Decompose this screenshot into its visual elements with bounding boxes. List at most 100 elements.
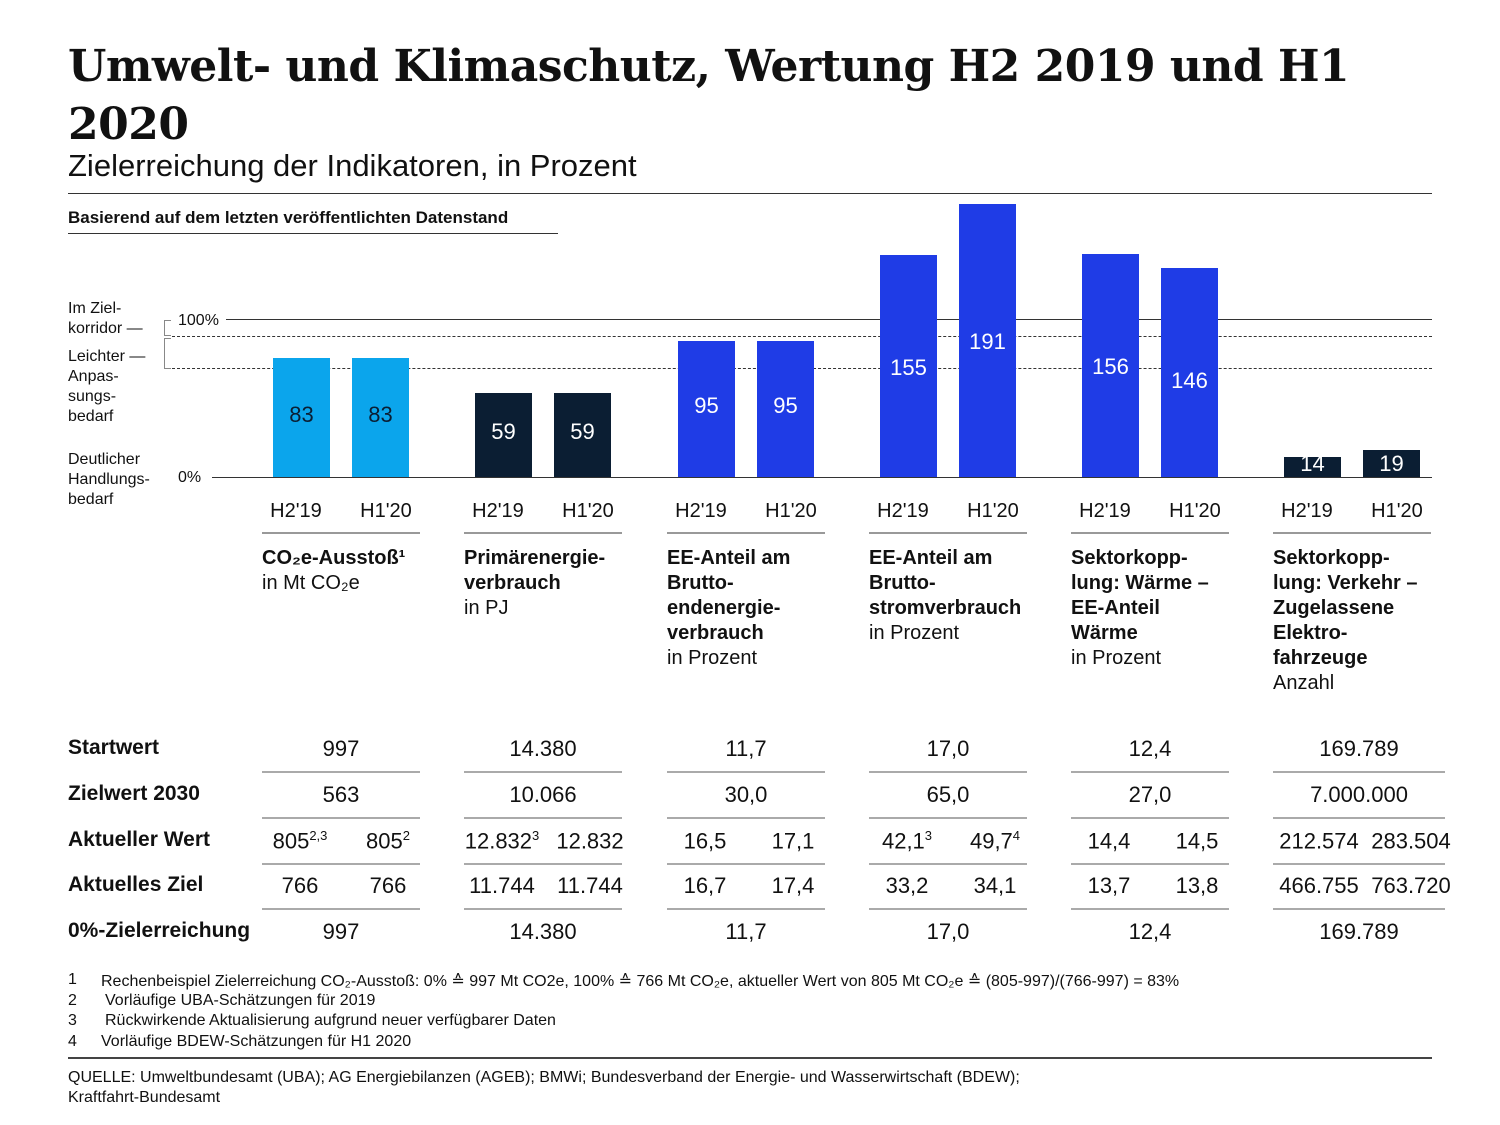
x-tick-label: H2'19 — [1079, 500, 1131, 522]
x-tick-label: H2'19 — [1281, 500, 1333, 522]
x-tick-label: H1'20 — [967, 500, 1019, 522]
basis-note: Basierend auf dem letzten veröffentlicht… — [68, 208, 558, 234]
table-cell: 13,8 — [1175, 873, 1219, 898]
row-divider — [869, 771, 1027, 773]
table-cell: 212.574 — [1273, 828, 1365, 854]
category-unit: in Prozent — [667, 647, 758, 669]
category-unit: in Mt CO₂e — [262, 572, 360, 594]
bar-value-label: 156 — [1092, 353, 1129, 379]
chart-title: Umwelt- und Klimaschutz, Wertung H2 2019… — [68, 41, 1350, 150]
table-cell: 8052,3 — [260, 828, 340, 854]
row-divider — [464, 771, 622, 773]
table-cell: 14.380 — [509, 919, 577, 944]
table-cell: 12,4 — [1128, 919, 1172, 944]
line-target-corridor — [172, 336, 1432, 337]
table-cell: 997 — [322, 919, 360, 944]
bar-value-label: 59 — [570, 418, 595, 444]
cell-value: 212.574 — [1279, 828, 1359, 854]
row-divider — [464, 863, 622, 865]
category-name: Sektorkopp- lung: Verkehr – Zugelassene … — [1273, 547, 1418, 669]
bracket-slight — [164, 338, 171, 369]
table-cell: 14,4 — [1069, 828, 1149, 854]
category-label: Sektorkopp- lung: Verkehr – Zugelassene … — [1273, 546, 1453, 696]
row-label: Aktueller Wert — [68, 828, 210, 851]
row-divider — [1273, 817, 1445, 819]
row-divider — [1273, 863, 1445, 865]
line-100-percent — [226, 319, 1432, 320]
divider — [68, 193, 1432, 194]
chart-subtitle: Zielerreichung der Indikatoren, in Proze… — [68, 148, 637, 183]
group-divider — [1071, 532, 1229, 534]
category-name: EE-Anteil am Brutto- stromverbrauch — [869, 547, 1022, 619]
bar-value-label: 83 — [289, 401, 314, 427]
x-tick-label: H2'19 — [675, 500, 727, 522]
category-label: CO₂e-Ausstoß¹ in Mt CO₂e — [262, 546, 442, 596]
table-cell: 466.755 — [1279, 873, 1359, 898]
category-label: EE-Anteil am Brutto- stromverbrauch in Pr… — [869, 546, 1049, 646]
row-divider — [667, 771, 825, 773]
row-divider — [464, 817, 622, 819]
row-label: Zielwert 2030 — [68, 782, 200, 805]
category-name: Sektorkopp- lung: Wärme – EE-Anteil Wärm… — [1071, 547, 1209, 644]
group-divider — [667, 532, 825, 534]
cell-value: 14,4 — [1087, 828, 1131, 854]
bar: 59 — [475, 392, 532, 477]
footnote-ref: 3 — [924, 828, 933, 843]
category-name: EE-Anteil am Brutto- endenergie- verbrau… — [667, 547, 791, 644]
table-cell: 17,0 — [926, 736, 970, 761]
footnote-text: Vorläufige UBA-Schätzungen für 2019 — [105, 991, 376, 1009]
footnote-ref: 3 — [532, 828, 540, 843]
table-cell: 766 — [281, 873, 319, 898]
cell-value: 805 — [272, 828, 310, 854]
footnote-number: 2 — [68, 991, 77, 1009]
bar: 19 — [1363, 449, 1420, 477]
table-cell: 11.744 — [469, 873, 535, 898]
category-name: Primärenergie- verbrauch — [464, 547, 606, 594]
bar: 155 — [880, 255, 937, 477]
bar-value-label: 95 — [694, 393, 719, 419]
footnote-text: Rechenbeispiel Zielerreichung CO₂-Aussto… — [101, 973, 1180, 990]
cell-value: 16,5 — [683, 828, 727, 854]
y-tick-100: 100% — [178, 312, 219, 329]
cell-value: 12.832 — [464, 828, 533, 854]
bar: 191 — [959, 203, 1016, 477]
table-cell: 12,4 — [1128, 736, 1172, 761]
y-tick-0: 0% — [178, 469, 202, 486]
category-unit: Anzahl — [1273, 672, 1335, 694]
table-cell: 7.000.000 — [1310, 782, 1408, 807]
row-divider — [869, 863, 1027, 865]
bar: 83 — [352, 358, 409, 477]
table-cell: 8052 — [348, 828, 428, 854]
cell-value: 17,1 — [771, 828, 815, 854]
x-tick-label: H1'20 — [1371, 500, 1423, 522]
table-cell: 42,13 — [867, 828, 947, 854]
table-cell: 49,74 — [955, 828, 1035, 854]
bar: 156 — [1082, 253, 1139, 477]
bar-value-label: 146 — [1171, 368, 1208, 394]
table-cell: 11.744 — [557, 873, 623, 898]
table-cell: 283.504 — [1365, 828, 1457, 854]
table-cell: 12.832 — [550, 828, 630, 854]
footnote-number: 1 — [68, 971, 77, 988]
row-label: Aktuelles Ziel — [68, 873, 204, 896]
table-cell: 33,2 — [885, 873, 929, 898]
category-name: CO₂e-Ausstoß¹ — [262, 547, 406, 569]
footnote-ref: 4 — [1012, 828, 1021, 843]
category-unit: in PJ — [464, 597, 509, 619]
bar: 95 — [678, 341, 735, 477]
row-divider — [667, 908, 825, 910]
zone-label-slight: Leichter — Anpas- sungs- bedarf — [68, 348, 146, 425]
bar-value-label: 191 — [969, 328, 1006, 354]
group-divider — [869, 532, 1027, 534]
cell-value: 14,5 — [1175, 828, 1219, 854]
zone-label-significant: Deutlicher Handlungs- bedarf — [68, 451, 150, 508]
bar-value-label: 95 — [773, 393, 798, 419]
group-divider — [262, 532, 420, 534]
divider — [68, 1057, 1432, 1059]
table-cell: 16,5 — [665, 828, 745, 854]
x-tick-label: H1'20 — [562, 500, 614, 522]
footnote-number: 4 — [68, 1032, 77, 1050]
row-divider — [464, 908, 622, 910]
table-cell: 12.8323 — [462, 828, 542, 854]
